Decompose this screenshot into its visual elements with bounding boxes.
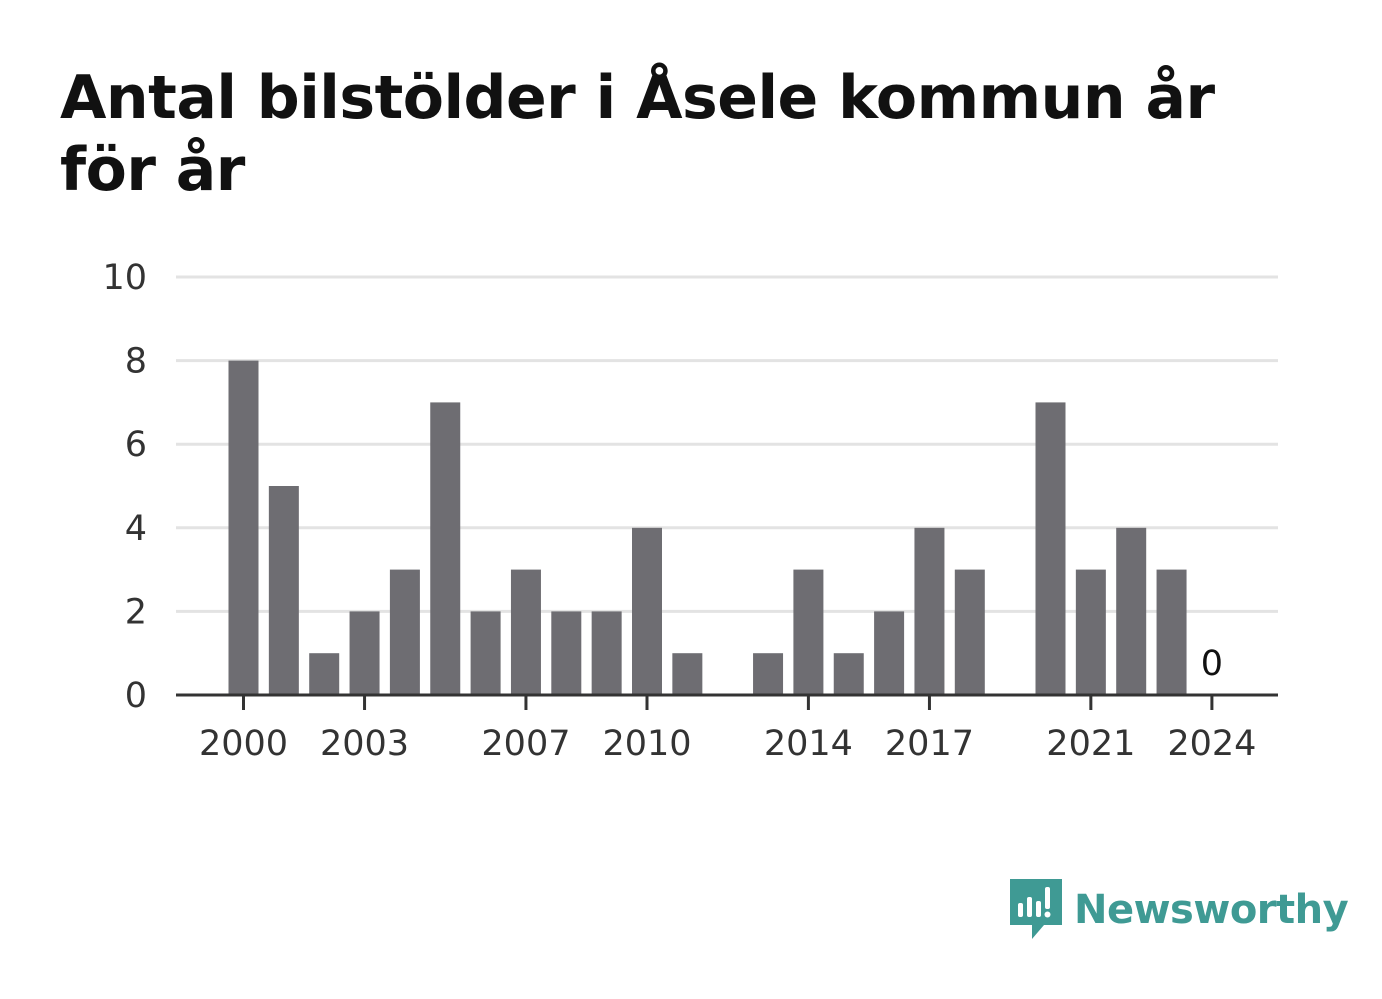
bars: [228, 360, 1187, 695]
y-tick-label: 10: [102, 258, 147, 298]
gridlines: [176, 275, 1278, 613]
bar-2009: [591, 611, 622, 695]
newsworthy-brand: Newsworthy: [1010, 878, 1349, 942]
bar-2008: [551, 611, 582, 695]
bar-2002: [309, 653, 340, 695]
bar-2014: [793, 569, 824, 695]
bar-2023: [1156, 569, 1187, 695]
bar-2017: [914, 527, 945, 695]
y-tick-label: 0: [125, 676, 147, 716]
x-tick-label: 2017: [885, 724, 974, 764]
bar-2020: [1035, 402, 1066, 695]
x-tick-label: 2003: [320, 724, 409, 764]
bar-2005: [430, 402, 461, 695]
y-tick-label: 4: [125, 509, 147, 549]
y-tick-label: 8: [125, 342, 147, 382]
chart-title: Antal bilstölder i Åsele kommun år för å…: [60, 63, 1215, 205]
x-tick-label: 2007: [481, 724, 570, 764]
bar-2010: [632, 527, 662, 695]
bar-2018: [954, 569, 985, 695]
x-tick-label: 2024: [1167, 724, 1256, 764]
bar-2000: [228, 360, 259, 695]
bar-2021: [1075, 569, 1106, 695]
x-tick-label: 2010: [602, 724, 691, 764]
bar-2001: [268, 486, 299, 695]
bar-2007: [510, 569, 541, 695]
bar-2003: [349, 611, 380, 695]
bar-2011: [672, 653, 703, 695]
tick-labels: 0 2 4 6 8 10 2000 2003 2007 2010 2014 2017 2021 2024 0: [102, 258, 1256, 764]
brand-name: Newsworthy: [1074, 887, 1349, 933]
bar-2006: [470, 611, 501, 695]
y-tick-label: 2: [125, 592, 147, 632]
x-axis: [176, 693, 1278, 710]
bar-2016: [874, 611, 905, 695]
data-label-2024: 0: [1201, 644, 1223, 684]
x-tick-label: 2021: [1046, 724, 1135, 764]
x-tick-label: 2000: [199, 724, 288, 764]
bar-2022: [1116, 527, 1147, 695]
bar-2013: [753, 653, 784, 695]
bar-2015: [833, 653, 864, 695]
y-tick-label: 6: [125, 425, 147, 465]
bar-2004: [389, 569, 420, 695]
x-tick-label: 2014: [764, 724, 853, 764]
newsworthy-logo-icon: [1010, 879, 1062, 939]
